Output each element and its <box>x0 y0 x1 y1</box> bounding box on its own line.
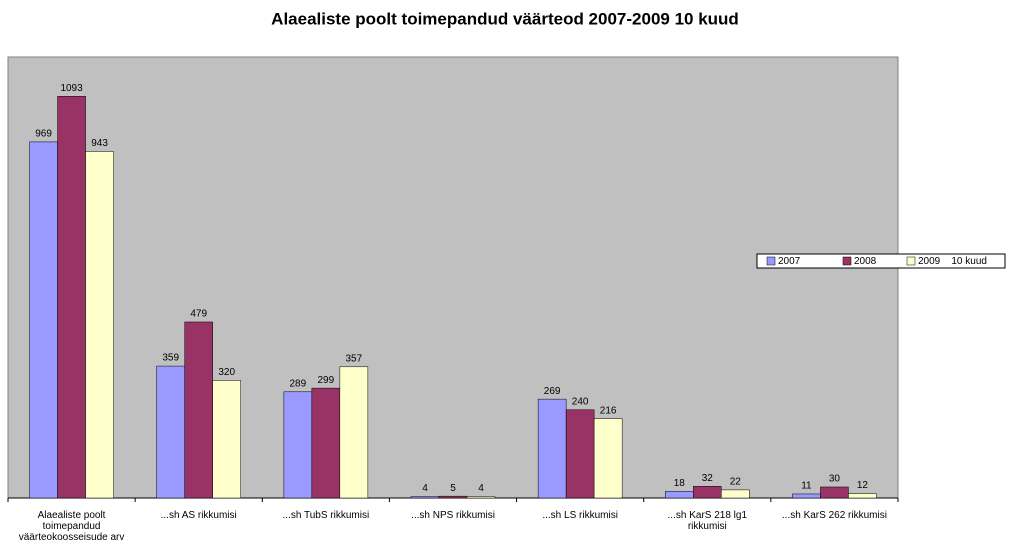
data-label: 5 <box>450 483 456 494</box>
bar <box>184 321 213 499</box>
legend-box <box>756 253 1006 269</box>
data-label: 18 <box>674 478 686 489</box>
data-label: 240 <box>572 396 589 407</box>
data-label: 22 <box>730 477 742 488</box>
data-label: 4 <box>478 483 484 494</box>
x-tick-label: ...sh TubS rikkumisi <box>282 510 370 521</box>
chart-title: Alaealiste poolt toimepandud väärteod 20… <box>271 9 739 28</box>
x-tick-label: ...sh KarS 218 lg1 rikkumisi <box>667 510 748 532</box>
data-label: 269 <box>544 386 561 397</box>
data-label: 30 <box>829 474 841 485</box>
bar <box>593 418 623 499</box>
bar <box>57 96 86 499</box>
bar <box>721 489 750 499</box>
data-label: 299 <box>318 375 335 386</box>
bar <box>29 141 58 499</box>
bar <box>156 365 185 499</box>
bar <box>410 496 440 499</box>
x-tick-label: ...sh LS rikkumisi <box>542 510 618 521</box>
bar <box>792 493 821 499</box>
x-tick-label: Alaealiste poolt toimepandud väärteokoos… <box>18 510 125 543</box>
data-label: 216 <box>600 405 617 416</box>
legend-swatch <box>906 256 916 266</box>
bar <box>339 366 369 499</box>
data-label: 1093 <box>60 83 83 94</box>
bar <box>537 398 567 499</box>
data-label: 32 <box>702 473 714 484</box>
bar <box>85 151 114 499</box>
bar <box>665 491 694 499</box>
data-label: 320 <box>218 367 235 378</box>
data-label: 357 <box>346 353 363 364</box>
bar <box>212 380 241 499</box>
bar <box>565 409 595 499</box>
data-label: 969 <box>35 129 52 140</box>
data-label: 289 <box>290 378 307 389</box>
legend-swatch <box>766 256 776 266</box>
bar <box>466 496 496 499</box>
bar <box>848 493 877 499</box>
x-tick-label: ...sh KarS 262 rikkumisi <box>781 510 887 521</box>
legend-label: 2009 10 kuud <box>918 256 987 267</box>
bar <box>283 391 313 499</box>
bar <box>438 495 468 499</box>
legend-label: 2008 <box>854 256 877 267</box>
data-label: 4 <box>422 483 428 494</box>
legend-label: 2007 <box>778 256 801 267</box>
plot-area <box>7 56 899 499</box>
data-label: 11 <box>801 481 812 492</box>
x-tick-label: ...sh AS rikkumisi <box>160 510 237 521</box>
data-label: 943 <box>91 138 108 149</box>
data-label: 12 <box>857 480 869 491</box>
legend-swatch <box>842 256 852 266</box>
data-label: 479 <box>190 309 207 320</box>
bar <box>311 387 341 499</box>
data-label: 359 <box>162 353 179 364</box>
bar <box>820 486 849 499</box>
bar <box>693 485 722 499</box>
x-tick-label: ...sh NPS rikkumisi <box>411 510 495 521</box>
